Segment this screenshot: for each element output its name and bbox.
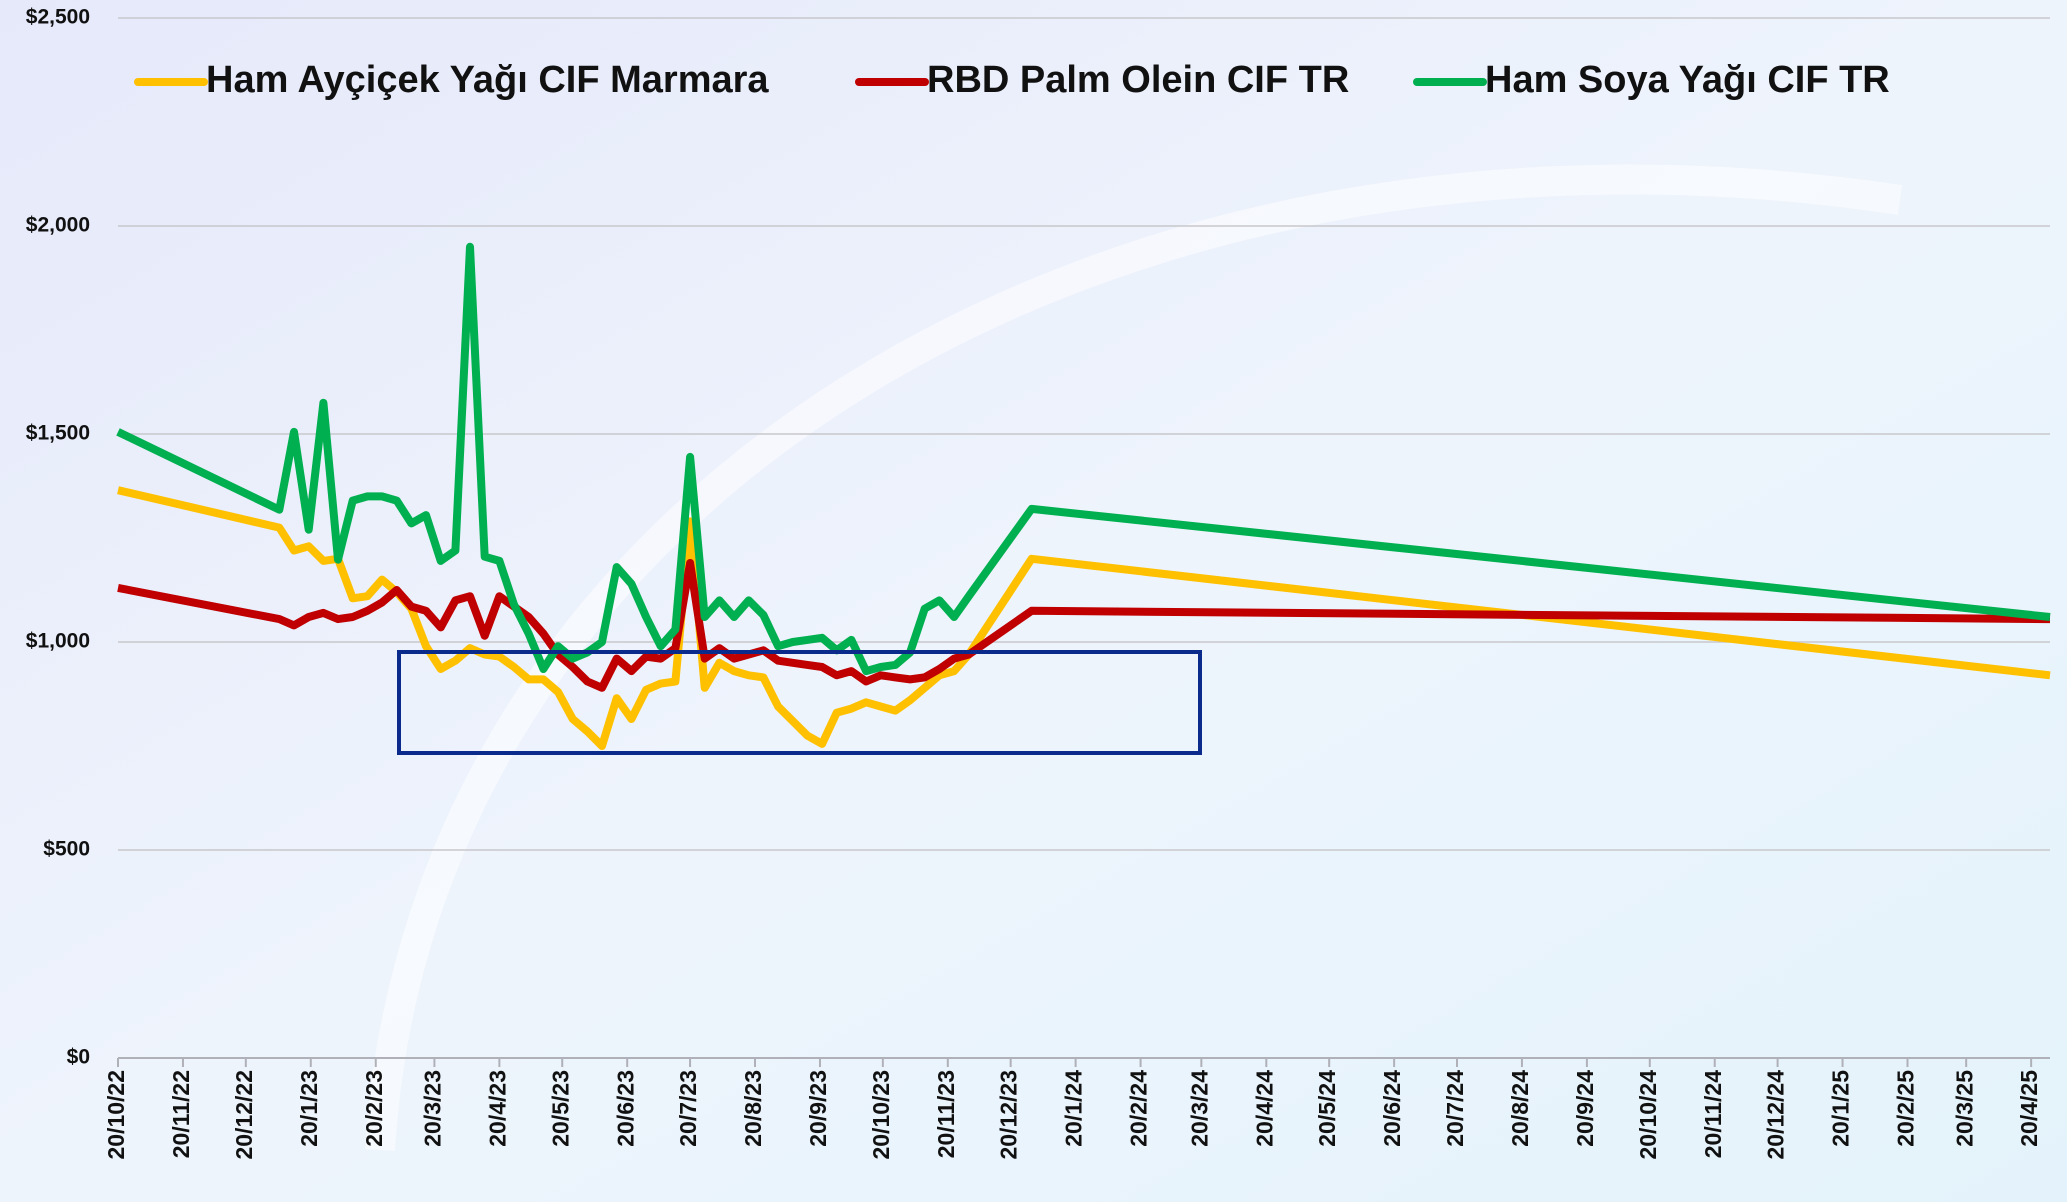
x-tick-label: 20/7/24 — [1442, 1070, 1468, 1147]
y-tick-label: $1,000 — [26, 630, 90, 653]
x-tick-label: 20/4/23 — [484, 1070, 510, 1147]
legend-label: Ham Ayçiçek Yağı CIF Marmara — [206, 59, 769, 101]
x-tick-label: 20/9/23 — [805, 1070, 831, 1147]
x-tick-label: 20/11/24 — [1700, 1070, 1726, 1158]
x-tick-label: 20/11/23 — [933, 1070, 959, 1158]
page: $0 $500 $1,000 $1,500 $2,000 $2,500 20/10/22 20… — [0, 0, 2067, 1202]
y-tick-label: $500 — [43, 838, 90, 861]
y-tick-label: $2,000 — [26, 214, 90, 237]
x-tick-label: 20/2/23 — [361, 1070, 387, 1147]
x-tick-label: 20/12/22 — [231, 1070, 257, 1160]
x-tick-label: 20/4/24 — [1251, 1070, 1277, 1147]
x-tick-label: 20/2/25 — [1893, 1070, 1919, 1147]
chart: $0 $500 $1,000 $1,500 $2,000 $2,500 20/10/22 20… — [0, 0, 2067, 1202]
x-tick-label: 20/10/24 — [1635, 1070, 1661, 1160]
x-tick-label: 20/11/22 — [168, 1070, 194, 1158]
x-tick-label: 20/8/24 — [1507, 1070, 1533, 1147]
x-tick-label: 20/6/24 — [1379, 1070, 1405, 1147]
y-tick-label: $0 — [67, 1046, 90, 1069]
y-tick-label: $2,500 — [26, 6, 90, 29]
legend: Ham Ayçiçek Yağı CIF Marmara RBD Palm Ole… — [138, 59, 1890, 101]
x-tick-label: 20/3/25 — [1951, 1070, 1977, 1147]
x-tick-label: 20/12/23 — [996, 1070, 1022, 1160]
x-tick-label: 20/12/24 — [1763, 1070, 1789, 1160]
x-tick-label: 20/10/23 — [868, 1070, 894, 1160]
x-tick-label: 20/4/25 — [2016, 1070, 2042, 1147]
x-tick-label: 20/1/25 — [1828, 1070, 1854, 1147]
x-tick-label: 20/1/23 — [296, 1070, 322, 1147]
x-tick-label: 20/2/24 — [1126, 1070, 1152, 1147]
x-tick-label: 20/6/23 — [612, 1070, 638, 1147]
x-tick-label: 20/5/24 — [1314, 1070, 1340, 1147]
y-tick-label: $1,500 — [26, 422, 90, 445]
x-tick-label: 20/10/22 — [103, 1070, 129, 1160]
legend-label: RBD Palm Olein CIF TR — [927, 59, 1349, 101]
x-tick-label: 20/8/23 — [740, 1070, 766, 1147]
x-tick-label: 20/7/23 — [675, 1070, 701, 1147]
x-tick-label: 20/3/23 — [419, 1070, 445, 1147]
x-tick-label: 20/3/24 — [1186, 1070, 1212, 1147]
x-tick-label: 20/5/23 — [547, 1070, 573, 1147]
legend-label: Ham Soya Yağı CIF TR — [1485, 59, 1890, 101]
x-tick-label: 20/1/24 — [1061, 1070, 1087, 1147]
x-tick-label: 20/9/24 — [1572, 1070, 1598, 1147]
